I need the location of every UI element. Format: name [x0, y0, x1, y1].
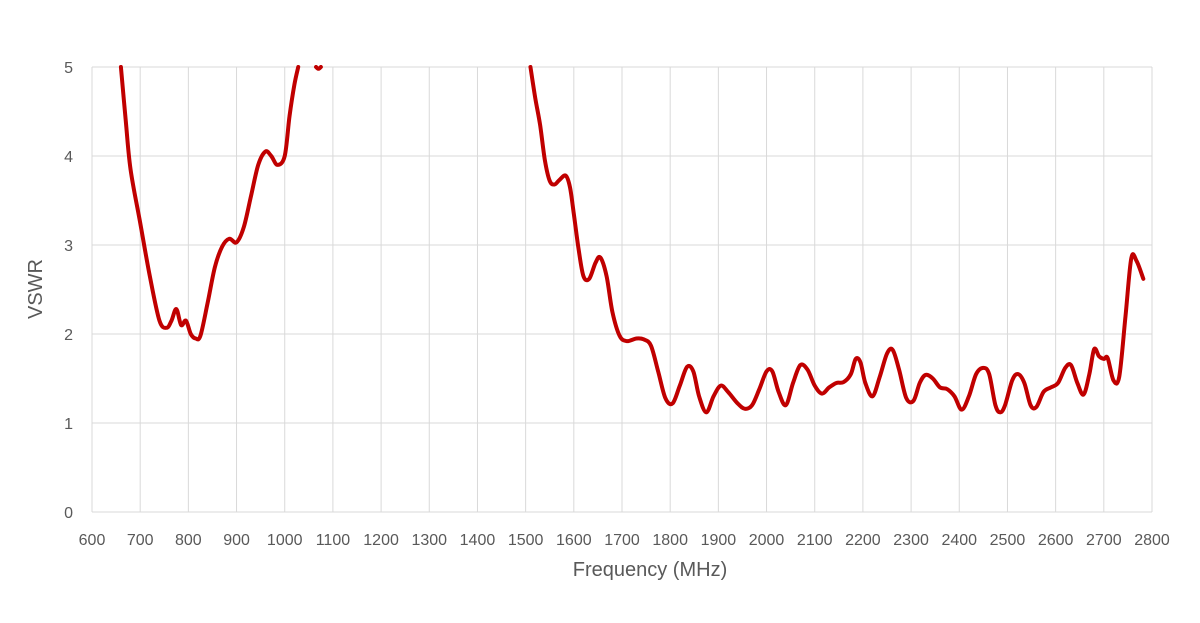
y-tick-labels: 0 1 2 3 4 5: [64, 60, 73, 522]
series-line-vswr-segment-1: [314, 65, 323, 71]
grid-lines: [91, 66, 1153, 513]
x-tick-label: 1000: [267, 532, 303, 549]
x-tick-label: 2400: [941, 532, 977, 549]
x-tick-label: 2200: [845, 532, 881, 549]
x-tick-label: 2600: [1038, 532, 1074, 549]
x-tick-label: 800: [175, 532, 202, 549]
x-tick-label: 1800: [652, 532, 688, 549]
x-tick-label: 1500: [508, 532, 544, 549]
series-line-vswr-segment-2: [528, 65, 1146, 415]
x-tick-label: 1100: [316, 532, 351, 549]
x-tick-label: 2100: [797, 532, 833, 549]
x-tick-label: 2800: [1134, 532, 1170, 549]
x-tick-label: 2000: [749, 532, 785, 549]
y-tick-label: 1: [64, 416, 73, 433]
x-tick-label: 900: [223, 532, 250, 549]
x-tick-labels: 600 700 800 900 1000 1100 1200 1300 1400 1500 1600…: [79, 532, 1170, 549]
x-tick-label: 1900: [701, 532, 737, 549]
y-tick-label: 5: [64, 60, 73, 77]
y-tick-label: 0: [64, 505, 73, 522]
x-tick-label: 700: [127, 532, 154, 549]
x-tick-label: 1200: [363, 532, 399, 549]
x-tick-label: 2300: [893, 532, 929, 549]
x-axis-title: Frequency (MHz): [573, 559, 727, 581]
x-tick-label: 1400: [460, 532, 496, 549]
y-tick-label: 2: [64, 327, 73, 344]
x-tick-label: 2700: [1086, 532, 1122, 549]
y-tick-label: 4: [64, 149, 73, 166]
x-tick-label: 1300: [411, 532, 447, 549]
y-axis-title: VSWR: [25, 259, 47, 319]
x-tick-label: 1700: [604, 532, 640, 549]
series-line-vswr-segment-0: [118, 65, 301, 342]
y-tick-label: 3: [64, 238, 73, 255]
x-tick-label: 2500: [990, 532, 1026, 549]
x-tick-label: 1600: [556, 532, 592, 549]
x-tick-label: 600: [79, 532, 106, 549]
plot-area: [118, 65, 1146, 415]
